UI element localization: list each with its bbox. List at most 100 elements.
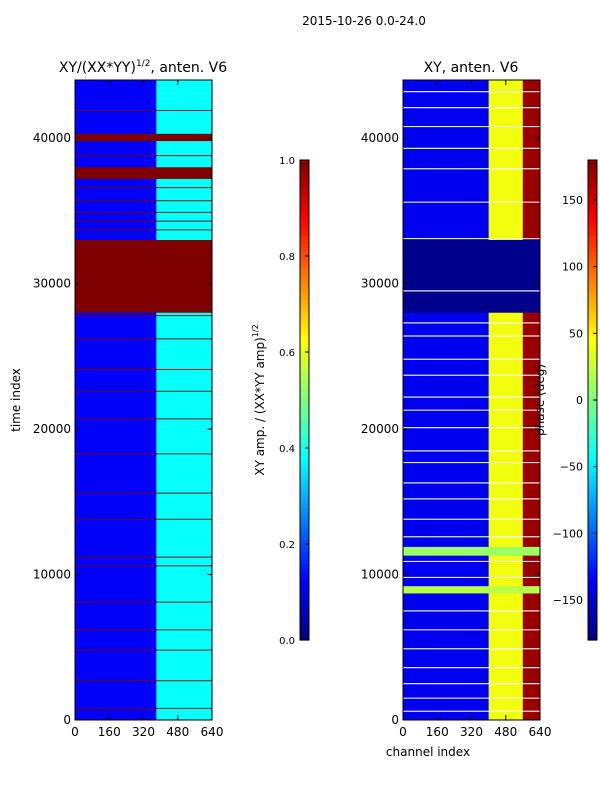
colorbar-segment [300,164,309,169]
colorbar-segment [300,384,309,389]
colorbar-segment [588,608,597,613]
colorbar-segment [300,284,309,289]
colorbar-segment [300,512,309,517]
colorbar-segment [300,320,309,325]
colorbar-segment [300,264,309,269]
colorbar-segment [588,368,597,373]
colorbar-frame [299,159,310,641]
colorbar-segment [300,420,309,425]
colorbar-segment [300,300,309,305]
x-tick-label-1: 160 [98,725,121,739]
colorbar-segment [300,516,309,521]
heatmap-band-1 [75,167,212,179]
colorbar-segment [300,396,309,401]
colorbar-segment [588,224,597,229]
colorbar-segment [588,432,597,437]
colorbar-segment [300,344,309,349]
colorbar-segment [588,448,597,453]
colorbar-segment [588,304,597,309]
colorbar-segment [300,484,309,489]
colorbar-segment [300,580,309,585]
colorbar-segment [300,528,309,533]
colorbar-segment [300,276,309,281]
colorbar-segment [300,224,309,229]
colorbar-1-label: XY amp. / (XX*YY amp)1/2 [251,324,267,475]
y-tick-label-4: 40000 [33,131,71,145]
colorbar-segment [300,632,309,637]
colorbar-segment [588,204,597,209]
colorbar-segment [300,292,309,297]
colorbar-segment [300,336,309,341]
colorbar-segment [588,576,597,581]
colorbar-segment [588,212,597,217]
colorbar-segment [588,552,597,557]
y-tick-label-1: 10000 [361,568,399,582]
colorbar-segment [588,360,597,365]
colorbar-segment [300,600,309,605]
colorbar-segment [588,532,597,537]
colorbar-segment [588,460,597,465]
colorbar-segment [300,452,309,457]
colorbar-segment [300,564,309,569]
colorbar-segment [300,216,309,221]
colorbar-segment [588,596,597,601]
colorbar-segment [300,500,309,505]
colorbar-segment [588,172,597,177]
colorbar-segment [588,396,597,401]
colorbar-segment [588,548,597,553]
x-tick-label-0: 0 [71,725,79,739]
colorbar-segment [300,392,309,397]
colorbar-segment [300,316,309,321]
colorbar-segment [588,512,597,517]
colorbar-tick-label-3: 0 [576,394,583,407]
colorbar-segment [588,188,597,193]
colorbar-segment [588,556,597,561]
colorbar-segment [588,520,597,525]
colorbar-segment [588,300,597,305]
colorbar-segment [300,432,309,437]
figure-suptitle: 2015-10-26 0.0-24.0 [302,14,426,28]
colorbar-segment [588,524,597,529]
colorbar-segment [300,160,309,165]
colorbar-segment [300,620,309,625]
colorbar-segment [588,232,597,237]
colorbar-segment [588,580,597,585]
colorbar-segment [300,604,309,609]
colorbar-segment [300,172,309,177]
heatmap-column-1 [488,80,523,720]
heatmap-band-2 [403,586,540,594]
y-tick-label-3: 30000 [33,277,71,291]
colorbar-segment [588,356,597,361]
colorbar-segment [588,264,597,269]
colorbar-segment [300,244,309,249]
colorbar-segment [588,572,597,577]
y-tick-label-0: 0 [63,713,71,727]
colorbar-segment [300,196,309,201]
colorbar-segment [300,268,309,273]
colorbar-segment [300,232,309,237]
colorbar-segment [300,388,309,393]
colorbar-segment [588,316,597,321]
colorbar-segment [588,280,597,285]
heatmap-band-1 [403,546,540,556]
colorbar-segment [588,540,597,545]
colorbar-segment [588,584,597,589]
colorbar-segment [300,364,309,369]
y-tick-label-2: 20000 [33,422,71,436]
colorbar-segment [588,216,597,221]
colorbar-tick-label-0: −150 [553,594,583,607]
colorbar-segment [588,592,597,597]
x-tick-label-2: 320 [132,725,155,739]
heatmap-band-0 [75,240,212,313]
colorbar-segment [300,240,309,245]
colorbar-segment [588,636,597,641]
colorbar-segment [300,588,309,593]
colorbar-segment [300,424,309,429]
colorbar-segment [300,596,309,601]
colorbar-phase: −150 −100 −50 0 50 100 150 [553,159,598,641]
colorbar-segment [300,368,309,373]
colorbar-segment [300,308,309,313]
colorbar-segment [588,380,597,385]
colorbar-segment [300,312,309,317]
